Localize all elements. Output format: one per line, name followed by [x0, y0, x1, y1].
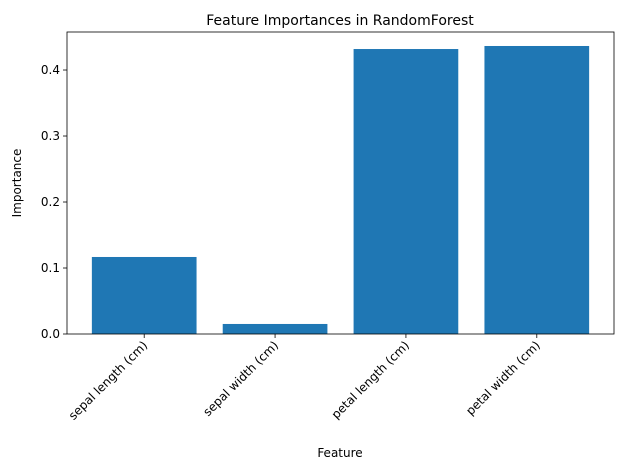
bar — [484, 45, 590, 334]
bar — [222, 323, 328, 334]
x-tick-label: petal length (cm) — [329, 338, 412, 421]
x-tick-label: sepal width (cm) — [200, 338, 281, 419]
y-tick-label: 0.4 — [41, 63, 60, 77]
y-tick-label: 0.3 — [41, 129, 60, 143]
y-axis-label: Importance — [10, 149, 24, 218]
bar — [353, 49, 459, 334]
y-tick-label: 0.2 — [41, 195, 60, 209]
y-tick-label: 0.1 — [41, 261, 60, 275]
x-tick-label: sepal length (cm) — [66, 338, 150, 422]
chart-title: Feature Importances in RandomForest — [206, 13, 474, 29]
y-tick-label: 0.0 — [41, 327, 60, 341]
plot-frame — [66, 31, 615, 335]
x-tick-label: petal width (cm) — [463, 338, 543, 418]
x-axis-label: Feature — [317, 446, 362, 460]
bar — [91, 256, 197, 334]
